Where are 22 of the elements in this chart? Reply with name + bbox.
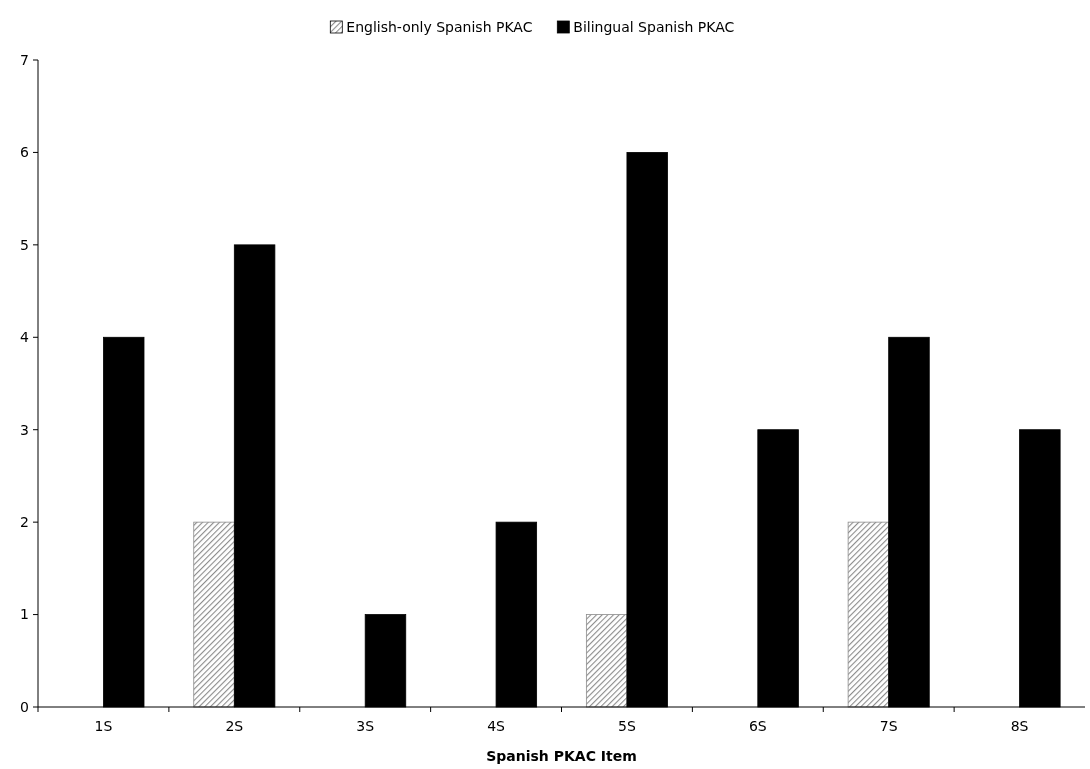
y-tick-label: 4	[20, 329, 30, 346]
y-tick-label: 2	[20, 514, 29, 531]
x-tick-label: 5S	[618, 718, 636, 734]
bar	[847, 521, 890, 708]
x-tick-label: 3S	[356, 718, 375, 734]
x-tick-label: 8S	[1010, 718, 1029, 734]
y-tick-label: 6	[20, 144, 30, 161]
x-tick-label: 6S	[748, 718, 767, 734]
y-tick-label: 3	[20, 421, 29, 438]
y-tick-label: 5	[20, 236, 29, 253]
y-tick-label: 1	[20, 606, 29, 623]
y-tick-label: 0	[20, 698, 29, 715]
legend-label: Bilingual Spanish PKAC	[573, 19, 735, 35]
legend-label: English-only Spanish PKAC	[346, 19, 533, 35]
x-tick-label: 7S	[879, 718, 898, 734]
bar	[585, 614, 628, 708]
x-tick-label: 4S	[487, 718, 506, 734]
y-tick-label: 7	[20, 51, 29, 68]
x-tick-label: 2S	[225, 718, 244, 734]
x-tick-label: 1S	[94, 718, 113, 734]
bar	[193, 521, 235, 708]
x-axis-title: Spanish PKAC Item	[486, 748, 637, 764]
